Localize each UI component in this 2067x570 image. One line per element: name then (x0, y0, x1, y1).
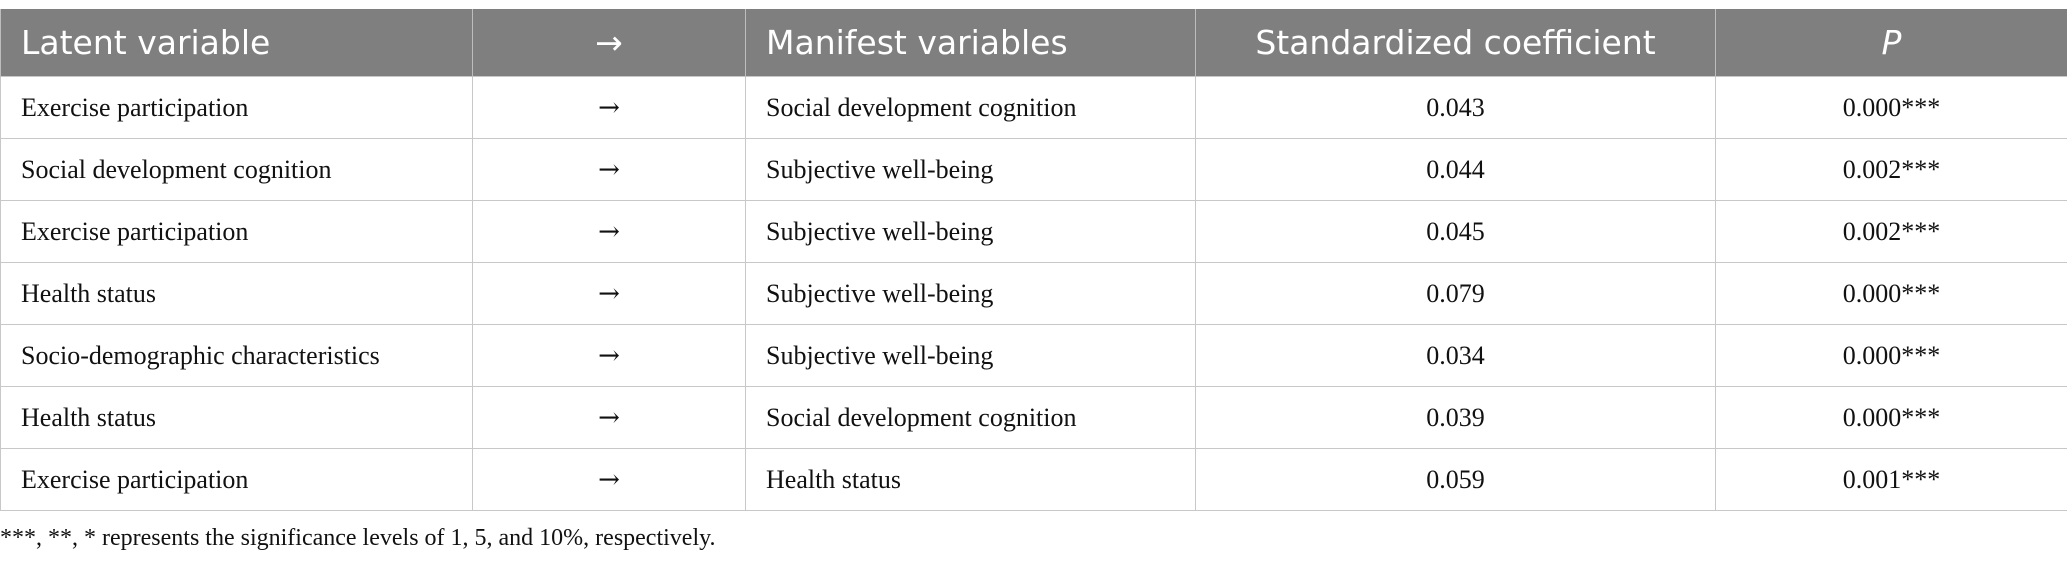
table-row: Health status → Subjective well-being 0.… (0, 262, 2067, 325)
cell-p-value: 0.000*** (1715, 76, 2067, 139)
table-row: Health status → Social development cogni… (0, 386, 2067, 449)
table-row: Exercise participation → Health status 0… (0, 448, 2067, 511)
cell-manifest-variable: Subjective well-being (745, 262, 1196, 325)
cell-latent-variable: Social development cognition (0, 138, 473, 201)
results-table: Latent variable → Manifest variables Sta… (0, 9, 2067, 511)
cell-latent-variable: Exercise participation (0, 200, 473, 263)
cell-arrow: → (472, 138, 746, 201)
table-row: Exercise participation → Social developm… (0, 76, 2067, 139)
cell-coefficient: 0.043 (1195, 76, 1716, 139)
cell-coefficient: 0.079 (1195, 262, 1716, 325)
cell-p-value: 0.002*** (1715, 138, 2067, 201)
cell-arrow: → (472, 386, 746, 449)
cell-coefficient: 0.034 (1195, 324, 1716, 387)
table-header-row: Latent variable → Manifest variables Sta… (0, 9, 2067, 77)
table-footnote: ***, **, * represents the significance l… (0, 525, 716, 551)
cell-arrow: → (472, 324, 746, 387)
cell-manifest-variable: Subjective well-being (745, 324, 1196, 387)
cell-p-value: 0.002*** (1715, 200, 2067, 263)
header-latent-variable: Latent variable (0, 9, 473, 77)
cell-latent-variable: Socio-demographic characteristics (0, 324, 473, 387)
cell-latent-variable: Exercise participation (0, 448, 473, 511)
cell-manifest-variable: Subjective well-being (745, 200, 1196, 263)
cell-coefficient: 0.045 (1195, 200, 1716, 263)
cell-arrow: → (472, 76, 746, 139)
table-row: Socio-demographic characteristics → Subj… (0, 324, 2067, 387)
cell-coefficient: 0.059 (1195, 448, 1716, 511)
cell-manifest-variable: Health status (745, 448, 1196, 511)
cell-latent-variable: Health status (0, 386, 473, 449)
cell-manifest-variable: Social development cognition (745, 386, 1196, 449)
cell-coefficient: 0.044 (1195, 138, 1716, 201)
cell-p-value: 0.000*** (1715, 324, 2067, 387)
cell-p-value: 0.001*** (1715, 448, 2067, 511)
cell-p-value: 0.000*** (1715, 386, 2067, 449)
cell-latent-variable: Health status (0, 262, 473, 325)
header-arrow: → (472, 9, 746, 77)
cell-manifest-variable: Social development cognition (745, 76, 1196, 139)
header-p-value: P (1715, 9, 2067, 77)
header-manifest-variables: Manifest variables (745, 9, 1196, 77)
table-row: Social development cognition → Subjectiv… (0, 138, 2067, 201)
header-standardized-coefficient: Standardized coefficient (1195, 9, 1716, 77)
cell-arrow: → (472, 448, 746, 511)
cell-manifest-variable: Subjective well-being (745, 138, 1196, 201)
table-row: Exercise participation → Subjective well… (0, 200, 2067, 263)
results-table-container: Latent variable → Manifest variables Sta… (0, 9, 2067, 511)
cell-arrow: → (472, 262, 746, 325)
cell-latent-variable: Exercise participation (0, 76, 473, 139)
cell-arrow: → (472, 200, 746, 263)
cell-p-value: 0.000*** (1715, 262, 2067, 325)
cell-coefficient: 0.039 (1195, 386, 1716, 449)
